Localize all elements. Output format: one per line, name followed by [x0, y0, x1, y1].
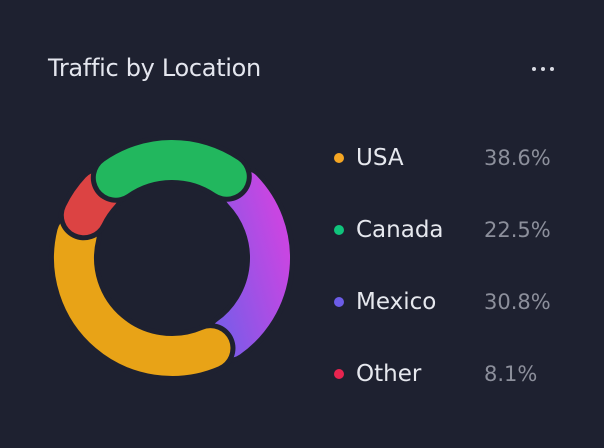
legend-dot-icon [334, 153, 344, 163]
slice-usa[interactable] [54, 214, 231, 376]
legend-item-mexico[interactable]: Mexico 30.8% [334, 284, 574, 320]
legend-label: USA [356, 145, 404, 171]
legend-dot-icon [334, 369, 344, 379]
legend-value: 38.6% [484, 146, 551, 170]
legend-dot-icon [334, 225, 344, 235]
legend-dot-icon [334, 297, 344, 307]
slice-mexico[interactable] [208, 169, 290, 359]
legend-value: 22.5% [484, 218, 551, 242]
legend-label: Canada [356, 217, 444, 243]
legend-label: Other [356, 361, 422, 387]
more-options-button[interactable] [528, 56, 558, 82]
card-title: Traffic by Location [48, 54, 261, 82]
more-horizontal-icon [532, 67, 536, 71]
legend-value: 8.1% [484, 362, 538, 386]
slice-canada[interactable] [95, 140, 247, 198]
dot [541, 67, 545, 71]
legend-value: 30.8% [484, 290, 551, 314]
legend-item-canada[interactable]: Canada 22.5% [334, 212, 574, 248]
dot [550, 67, 554, 71]
legend-label: Mexico [356, 289, 437, 315]
legend-item-other[interactable]: Other 8.1% [334, 356, 574, 392]
legend-item-usa[interactable]: USA 38.6% [334, 140, 574, 176]
